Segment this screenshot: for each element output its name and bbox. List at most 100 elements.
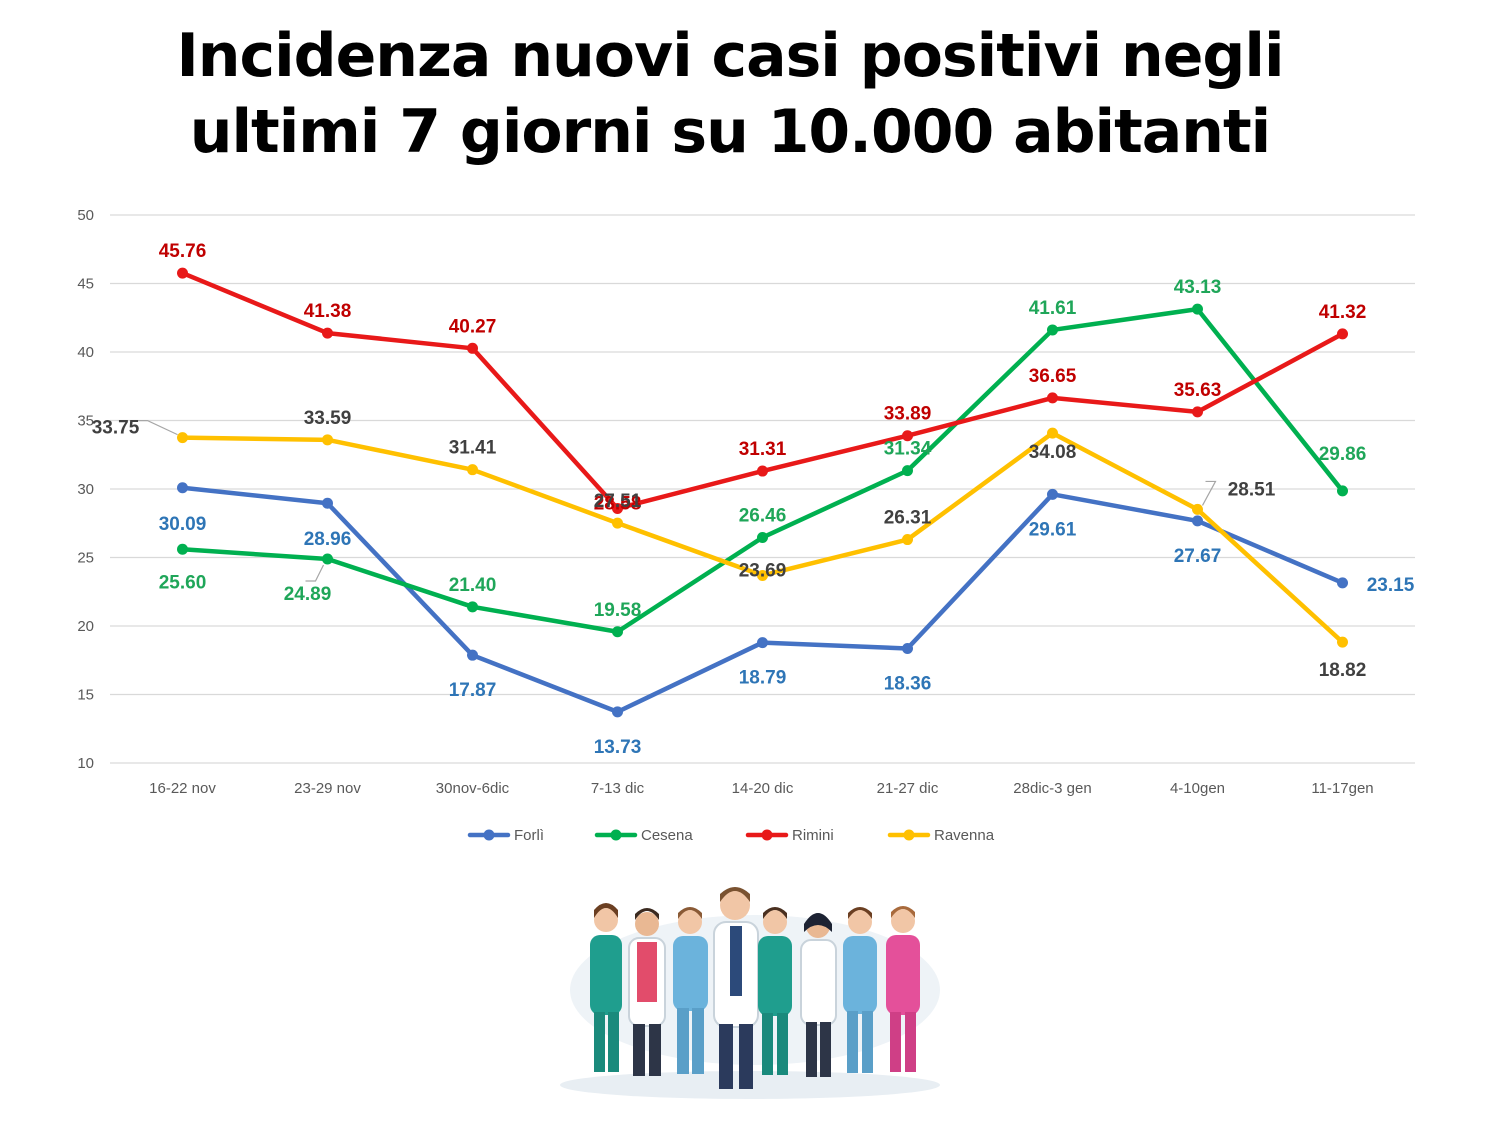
data-label: 28.96 [304,529,352,550]
data-label: 31.41 [449,438,497,459]
legend-marker-2 [761,829,773,841]
data-point [612,502,623,514]
x-tick-label: 4-10gen [1170,780,1225,797]
chart-legend: Forlì Cesena Rimini Ravenna [467,827,995,844]
data-label: 28.58 [594,493,642,514]
x-tick-label: 23-29 nov [294,780,361,797]
data-label: 43.13 [1174,277,1222,298]
data-point [902,534,913,546]
data-point [1337,577,1348,589]
data-label: 21.40 [449,575,497,596]
data-label: 41.38 [304,301,352,322]
data-label: 18.36 [884,673,932,694]
data-point [1047,488,1058,500]
data-point [467,649,478,661]
staff-figure-8 [886,906,920,1072]
data-point [322,434,333,446]
y-tick-label: 10 [77,755,94,772]
x-axis-ticks: 16-22 nov 23-29 nov 30nov-6dic 7-13 dic 14-2… [149,780,1374,797]
legend-label: Rimini [792,827,834,844]
page-title: Incidenza nuovi casi positivi negli ulti… [0,18,1460,170]
data-point [902,430,913,442]
staff-figure-3 [673,907,708,1074]
data-point [177,432,188,444]
data-label: 26.46 [739,505,787,526]
y-tick-label: 50 [77,207,94,224]
data-label: 34.08 [1029,442,1077,463]
data-label: 13.73 [594,737,642,758]
y-tick-label: 15 [77,687,94,704]
data-label: 41.32 [1319,302,1367,323]
data-point [1192,406,1203,418]
data-label: 28.51 [1228,479,1276,500]
leader-line [305,564,325,582]
data-point [1192,515,1203,527]
data-point [467,342,478,354]
legend-label: Ravenna [934,827,995,844]
label-leader-lines [137,420,1217,582]
data-label: 30.09 [159,514,207,535]
legend-marker-3 [903,829,915,841]
staff-figure-4 [713,887,759,1089]
data-point [1337,485,1348,497]
leader-line [1201,480,1217,506]
data-point [1047,392,1058,404]
staff-figure-2 [628,908,666,1076]
data-label: 23.69 [739,560,787,581]
data-label: 33.59 [304,408,352,429]
y-tick-label: 30 [77,481,94,498]
data-point [322,327,333,339]
data-label: 27.51 [594,491,642,512]
data-label: 18.82 [1319,660,1367,681]
y-tick-label: 40 [77,344,94,361]
series-lines [177,267,1348,718]
staff-figure-5 [758,907,792,1075]
y-tick-label: 35 [77,413,94,430]
data-label: 33.75 [92,418,140,439]
data-label: 19.58 [594,600,642,621]
legend-label: Cesena [641,827,693,844]
legend-label: Forlì [514,827,544,844]
legend-marker-1 [610,829,622,841]
data-label: 45.76 [159,241,207,262]
data-point [1337,636,1348,648]
data-label: 29.61 [1029,519,1077,540]
y-tick-label: 25 [77,550,94,567]
data-point [612,517,623,529]
data-point [902,642,913,654]
data-point [1047,427,1058,439]
data-label: 36.65 [1029,366,1077,387]
title-line-1: Incidenza nuovi casi positivi negli [176,21,1284,91]
line-chart: 10 15 20 25 30 35 40 45 50 16-22 nov 23-29 nov 30n… [77,207,1415,844]
data-point [757,637,768,649]
x-tick-label: 11-17gen [1311,780,1373,797]
y-tick-label: 20 [77,618,94,635]
data-point [1192,303,1203,315]
data-label: 23.15 [1367,575,1415,596]
data-point [177,482,188,494]
data-point [757,531,768,543]
data-point [757,569,768,581]
data-point [1337,328,1348,340]
x-tick-label: 30nov-6dic [436,780,510,797]
x-tick-label: 16-22 nov [149,780,216,797]
legend-marker-0 [483,829,495,841]
data-labels: 30.09 28.96 17.87 13.73 18.79 18.36 29.61 27.67… [92,241,1415,758]
data-label: 31.31 [739,439,787,460]
data-label: 35.63 [1174,380,1222,401]
data-label: 31.34 [884,439,932,460]
data-point [757,465,768,477]
x-tick-label: 14-20 dic [732,780,794,797]
data-label: 33.89 [884,404,932,425]
data-point [467,601,478,613]
data-label: 24.89 [284,584,332,605]
data-label: 25.60 [159,572,207,593]
y-tick-label: 45 [77,276,94,293]
data-point [1192,503,1203,515]
data-point [612,626,623,638]
x-tick-label: 21-27 dic [877,780,939,797]
staff-figure-1 [590,903,622,1072]
x-tick-label: 7-13 dic [591,780,645,797]
x-tick-label: 28dic-3 gen [1013,780,1091,797]
